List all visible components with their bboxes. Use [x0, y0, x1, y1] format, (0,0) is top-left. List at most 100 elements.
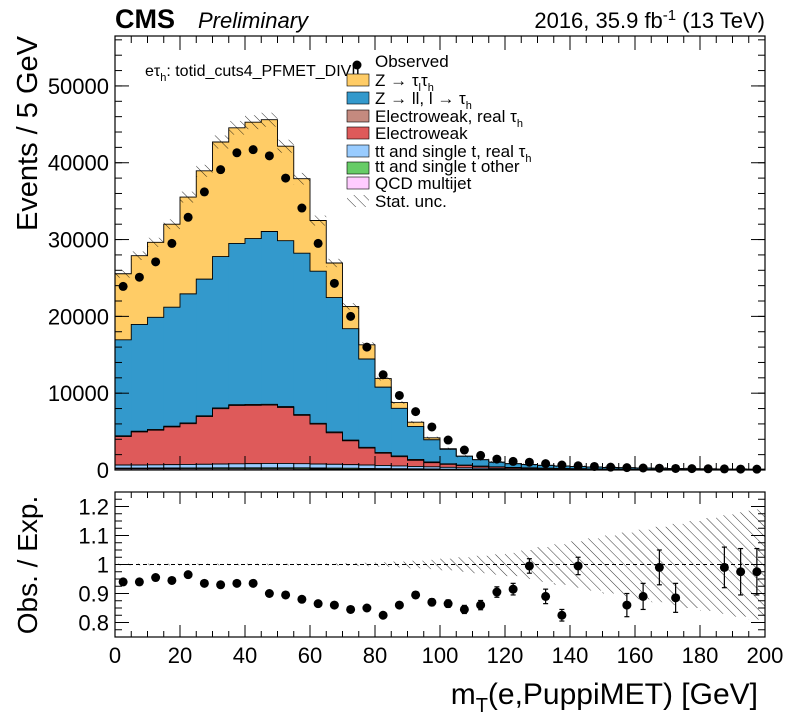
ratio-point: [248, 578, 258, 588]
ratio-y-tick-label: 1.2: [78, 495, 109, 520]
ratio-y-ticks: 0.8 0.9 1 1.1 1.2: [78, 491, 765, 638]
lumi-exp: -1: [663, 7, 676, 24]
bar-tt_real: [358, 465, 376, 469]
bar-ew: [212, 408, 230, 465]
legend-ztt-sub2: h: [428, 82, 434, 94]
bar-zll: [488, 462, 506, 467]
x-tick-label: 0: [109, 643, 121, 668]
ratio-point: [557, 610, 567, 620]
legend-swatch-unc: [347, 195, 369, 207]
ratio-point: [199, 578, 209, 588]
legend-zll-text: Z → ll, l → τ: [375, 89, 466, 108]
legend-entry-ew: Electroweak: [346, 124, 468, 143]
observed-point: [459, 445, 469, 455]
ratio-point: [443, 599, 453, 609]
ratio-point: [524, 561, 534, 571]
observed-point: [232, 148, 242, 158]
x-tick-label: 80: [363, 643, 387, 668]
bar-tt_other: [310, 468, 327, 469]
unc-hatch: [131, 251, 148, 260]
bar-ew: [342, 440, 360, 465]
observed-point: [557, 460, 567, 470]
status-label: Preliminary: [198, 8, 310, 33]
channel-label-suffix: : totid_cuts4_PFMET_DIVIL: [166, 63, 364, 80]
bar-tt_real: [375, 465, 392, 469]
legend-label-tt-other: tt and single t other: [375, 157, 520, 176]
bar-zll: [358, 359, 376, 448]
ratio-point: [329, 600, 339, 610]
observed-point: [589, 461, 599, 471]
unc-hatch: [228, 120, 245, 135]
bar-zll: [423, 439, 441, 463]
ratio-point: [427, 597, 437, 607]
bar-ztt: [261, 119, 278, 232]
bar-ew: [488, 467, 506, 469]
bar-tt_real: [212, 464, 230, 468]
unc-hatch: [196, 164, 213, 177]
bar-zll: [407, 426, 425, 460]
bar-ew: [358, 448, 376, 466]
bar-ew: [407, 460, 425, 467]
ratio-y-tick-label: 0.8: [78, 611, 109, 636]
unc-hatch: [261, 112, 278, 127]
observed-point: [476, 450, 486, 460]
ratio-unc: [553, 544, 570, 585]
bar-ew: [196, 416, 213, 465]
ratio-point: [216, 580, 226, 590]
bar-tt_other: [326, 468, 343, 470]
legend-label-unc: Stat. unc.: [375, 192, 447, 211]
unc-hatch: [326, 258, 343, 268]
ratio-point: [378, 610, 388, 620]
ratio-y-tick-label: 0.9: [78, 582, 109, 607]
legend-label-zll: Z → ll, l → τh: [375, 89, 472, 112]
bar-ew: [456, 465, 473, 468]
bar-tt_real: [342, 464, 360, 469]
ratio-x-ticks: 0 20 40 60 80 100 120 140 160 180 200: [109, 492, 783, 668]
channel-label: eτh: totid_cuts4_PFMET_DIVIL: [145, 63, 365, 84]
observed-point: [654, 463, 664, 473]
y-tick-label: 40000: [48, 151, 109, 176]
ratio-unc: [456, 557, 473, 572]
bar-ew: [391, 456, 408, 466]
observed-point: [264, 151, 274, 161]
ratio-point: [719, 562, 729, 572]
unc-hatch: [456, 455, 473, 458]
x-axis-label-suffix: (e,PuppiMET) [GeV]: [488, 678, 758, 711]
ratio-point: [394, 600, 404, 610]
ratio-y-tick-label: 1: [97, 553, 109, 578]
bar-ztt: [277, 146, 295, 241]
bar-tt_real: [456, 467, 473, 470]
ratio-point: [492, 587, 502, 597]
y-tick-label: 20000: [48, 304, 109, 329]
bar-tt_real: [326, 464, 343, 469]
ratio-point: [622, 600, 632, 610]
bar-zll: [277, 240, 295, 407]
bar-tt_real: [131, 465, 148, 469]
x-tick-label: 200: [747, 643, 784, 668]
bar-zll: [163, 307, 181, 427]
ratio-point: [541, 591, 551, 601]
legend-label-ew: Electroweak: [375, 124, 468, 143]
x-tick-label: 180: [682, 643, 719, 668]
x-tick-label: 120: [487, 643, 524, 668]
bar-ztt: [131, 255, 148, 325]
observed-point: [118, 281, 128, 291]
legend-label-observed: Observed: [375, 52, 449, 71]
legend-ztt-text2: τ: [421, 71, 428, 90]
legend-ew-real-text: Electroweak, real τ: [375, 107, 517, 126]
observed-point: [671, 463, 681, 473]
unc-hatch: [342, 303, 359, 310]
unc-hatch: [163, 219, 180, 230]
legend-entry-tt-real: tt and single t, real τh: [346, 142, 531, 165]
bar-tt_real: [180, 464, 197, 468]
bar-zll: [375, 387, 392, 453]
observed-point: [329, 278, 339, 288]
y-tick-label: 30000: [48, 228, 109, 253]
legend-ztt-text: Z → τ: [375, 71, 419, 90]
observed-point: [703, 464, 713, 474]
ratio-point: [151, 573, 161, 583]
ratio-point: [411, 590, 421, 600]
bar-tt_real: [245, 463, 262, 468]
ratio-point: [508, 584, 518, 594]
